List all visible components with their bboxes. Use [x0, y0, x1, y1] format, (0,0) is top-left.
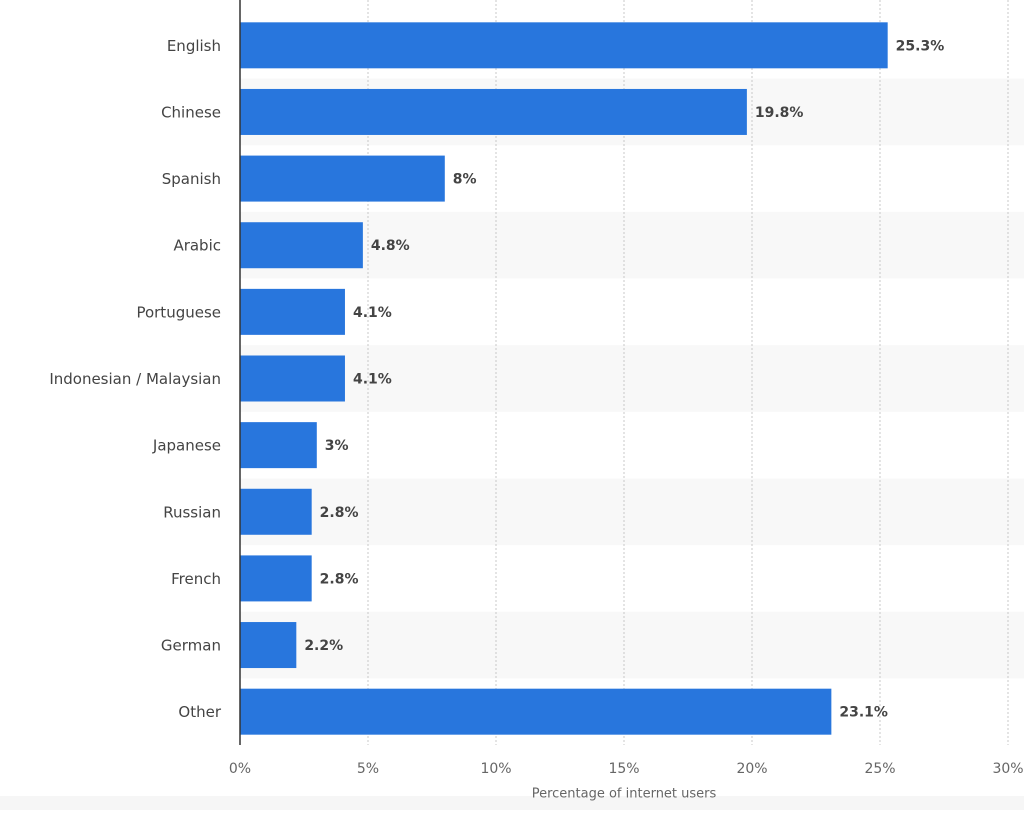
y-tick-label: Japanese [152, 437, 221, 455]
x-tick-label: 20% [736, 761, 767, 777]
x-tick-label: 5% [357, 761, 379, 777]
value-label: 2.2% [304, 638, 343, 654]
x-axis-label: Percentage of internet users [532, 787, 717, 802]
y-tick-label: Other [178, 703, 221, 721]
bar [240, 622, 297, 669]
x-tick-label: 10% [480, 761, 511, 777]
y-tick-label: Spanish [162, 170, 221, 188]
bar [240, 222, 363, 269]
bar [240, 288, 345, 335]
x-tick-label: 25% [864, 761, 895, 777]
bar [240, 688, 832, 735]
row-band [240, 478, 1024, 546]
value-label: 2.8% [320, 571, 359, 587]
bar [240, 555, 312, 602]
bar [240, 155, 445, 202]
footer-strip [0, 796, 1024, 810]
bar [240, 355, 345, 402]
row-band [240, 211, 1024, 279]
bar [240, 488, 312, 535]
y-tick-label: French [171, 570, 221, 588]
row-band [240, 345, 1024, 412]
x-tick-label: 30% [992, 761, 1023, 777]
y-tick-label: Arabic [173, 237, 221, 255]
y-tick-label: Portuguese [136, 303, 221, 321]
y-tick-label: Russian [163, 503, 221, 521]
row-band [240, 611, 1024, 679]
value-label: 4.8% [371, 238, 410, 254]
y-tick-label: German [161, 637, 221, 655]
value-label: 8% [453, 172, 477, 188]
x-tick-label: 15% [608, 761, 639, 777]
value-label: 3% [325, 438, 349, 454]
bar [240, 22, 888, 69]
value-label: 19.8% [755, 105, 804, 121]
value-label: 4.1% [353, 305, 392, 321]
y-tick-label: Chinese [161, 103, 221, 121]
value-label: 2.8% [320, 505, 359, 521]
value-label: 23.1% [839, 705, 888, 721]
x-tick-label: 0% [229, 761, 251, 777]
value-label: 25.3% [896, 38, 945, 54]
value-label: 4.1% [353, 372, 392, 388]
y-tick-label: Indonesian / Malaysian [49, 370, 221, 388]
bar [240, 88, 747, 135]
bar [240, 422, 317, 469]
y-tick-label: English [167, 37, 221, 55]
